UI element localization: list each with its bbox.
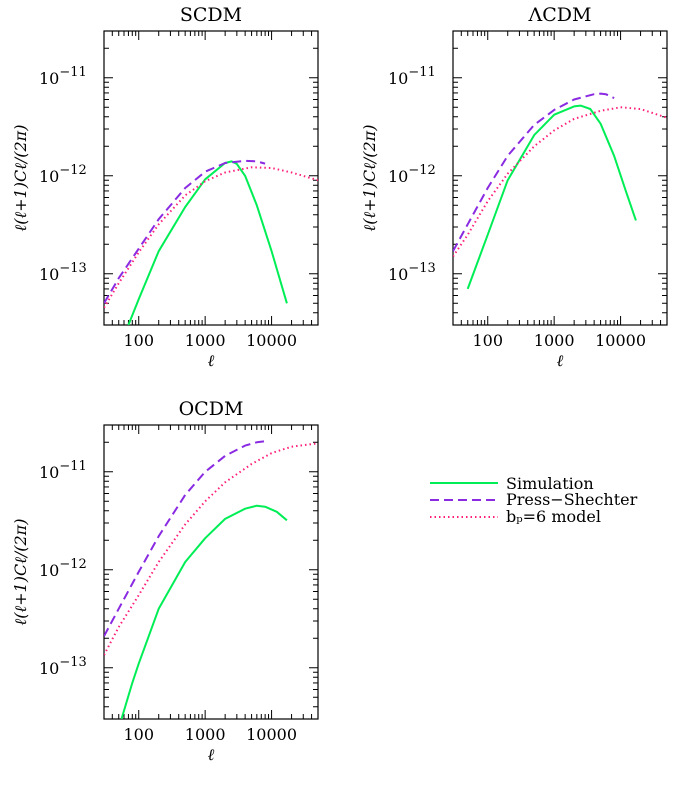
legend-label-bp6: bₚ=6 model: [506, 507, 601, 526]
y-tick-label: 10−12: [39, 163, 87, 186]
x-tick-label: 100: [123, 331, 154, 350]
series-line-dashed-lcdm: [453, 92, 615, 252]
series-line-solid-ocdm: [120, 504, 288, 719]
x-tick-label: 10000: [595, 331, 646, 350]
plot-frame-scdm: [103, 30, 319, 326]
x-axis-label-ocdm: ℓ: [208, 745, 215, 764]
series-line-dashed-ocdm: [104, 440, 266, 637]
y-axis-label-ocdm: ℓ(ℓ+1)Cℓ/(2π): [11, 519, 30, 626]
x-tick-label: 1000: [185, 331, 226, 350]
y-axis-label-scdm: ℓ(ℓ+1)Cℓ/(2π): [11, 125, 30, 232]
x-tick-label: 1000: [185, 725, 226, 744]
x-axis-label-scdm: ℓ: [208, 351, 215, 370]
x-tick-label: 1000: [534, 331, 575, 350]
series-line-dashed-scdm: [104, 159, 266, 304]
x-tick-label: 10000: [246, 725, 297, 744]
y-tick-label: 10−12: [39, 557, 87, 580]
series-line-dotted-lcdm: [453, 106, 667, 258]
panel-ocdm: OCDM 100 1000 10000 10−13 10−12 10−11 ℓ ℓ(ℓ+1)Cℓ…: [11, 398, 319, 764]
panel-scdm: SCDM 100 1000 10000 10−13 10−12 10−11 ℓ ℓ(ℓ+1)Cℓ…: [11, 4, 319, 370]
chart-title-lcdm: ΛCDM: [528, 4, 592, 26]
series-line-dotted-ocdm: [104, 442, 318, 656]
y-tick-label: 10−12: [388, 163, 436, 186]
legend-label-press-shechter: Press−Shechter: [506, 490, 638, 509]
x-tick-label: 100: [472, 331, 503, 350]
y-tick-label: 10−13: [39, 655, 87, 678]
y-tick-label: 10−11: [388, 65, 436, 88]
series-line-dotted-scdm: [104, 166, 318, 309]
y-axis-label-lcdm: ℓ(ℓ+1)Cℓ/(2π): [360, 125, 379, 232]
x-tick-label: 100: [123, 725, 154, 744]
legend-label-simulation: Simulation: [506, 474, 594, 493]
y-tick-label: 10−11: [39, 65, 87, 88]
y-tick-label: 10−13: [388, 261, 436, 284]
series-line-solid-lcdm: [466, 104, 637, 290]
series-line-solid-scdm: [127, 160, 288, 325]
x-axis-label-lcdm: ℓ: [557, 351, 564, 370]
plot-frame-ocdm: [103, 424, 319, 720]
chart-title-scdm: SCDM: [180, 4, 242, 26]
plot-frame-lcdm: [452, 30, 668, 326]
y-tick-label: 10−13: [39, 261, 87, 284]
legend: Simulation Press−Shechter bₚ=6 model: [430, 474, 638, 526]
panel-lcdm: ΛCDM 100 1000 10000 10−13 10−12 10−11 ℓ ℓ(ℓ+1)Cℓ…: [360, 4, 668, 370]
x-tick-label: 10000: [246, 331, 297, 350]
y-tick-label: 10−11: [39, 459, 87, 482]
chart-title-ocdm: OCDM: [179, 398, 244, 420]
